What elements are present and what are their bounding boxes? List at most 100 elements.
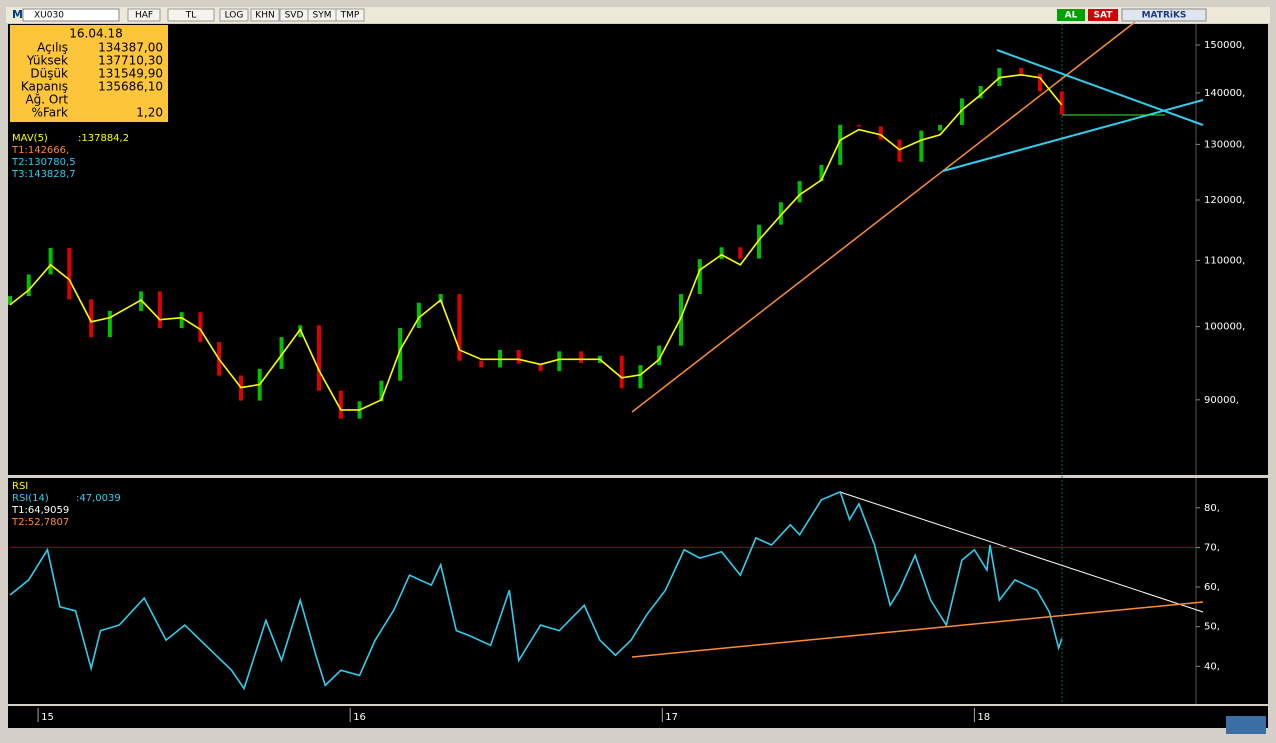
- y-tick-label: 90000,: [1204, 395, 1239, 406]
- sell-label: SAT: [1094, 11, 1114, 21]
- info-value: 1,20: [136, 106, 163, 120]
- legend-annotation: T3:143828,7: [11, 169, 76, 180]
- trend-line: [839, 491, 1204, 613]
- candle: [179, 312, 184, 329]
- x-tick-label: 15: [41, 712, 54, 723]
- toolbar-button-label: HAF: [135, 11, 153, 21]
- toolbar-button-label: KHN: [255, 11, 274, 21]
- y-tick-label: 80,: [1204, 503, 1220, 514]
- candle: [557, 351, 562, 372]
- toolbar-button-label: TL: [185, 11, 197, 21]
- y-tick-label: 150000,: [1204, 40, 1245, 51]
- candle: [89, 299, 94, 338]
- series-line: [9, 490, 1063, 691]
- y-tick-label: 70,: [1204, 542, 1220, 553]
- toolbar-button-label: SYM: [313, 11, 332, 21]
- toolbar-button[interactable]: [127, 8, 161, 22]
- legend-annotation: T2:130780,5: [11, 157, 76, 168]
- toolbar-button[interactable]: [167, 8, 215, 22]
- legend-annotation: T1:64,9059: [11, 505, 69, 516]
- time-axis: [8, 706, 1268, 728]
- info-label: Ağ. Ort: [25, 93, 68, 107]
- legend-name: RSI(14): [12, 493, 49, 504]
- sell-button[interactable]: [1088, 9, 1118, 21]
- x-tick-label: 16: [353, 712, 366, 723]
- info-box: [10, 25, 168, 122]
- info-value: 135686,10: [98, 80, 163, 94]
- brand: MATRiKS: [1142, 11, 1187, 21]
- info-label: Düşük: [30, 67, 68, 81]
- candle: [719, 247, 724, 260]
- candle: [1019, 68, 1024, 74]
- x-tick-label: 17: [665, 712, 678, 723]
- info-value: 131549,90: [98, 67, 163, 81]
- candle: [657, 345, 662, 366]
- info-label: Kapanış: [21, 80, 68, 94]
- buy-button[interactable]: [1057, 9, 1085, 21]
- candle: [157, 291, 162, 329]
- trend-line: [631, 21, 1136, 413]
- trend-line: [996, 49, 1204, 126]
- x-tick-label: 18: [977, 712, 990, 723]
- candle: [67, 247, 72, 300]
- candle: [897, 139, 902, 162]
- legend-value: :137884,2: [78, 133, 129, 144]
- logo: M: [12, 8, 23, 21]
- rsi-panel: [8, 478, 1268, 704]
- candle: [619, 355, 624, 389]
- candle: [738, 247, 743, 259]
- scroll-button[interactable]: [1226, 716, 1266, 734]
- candle: [8, 296, 12, 305]
- y-tick-label: 40,: [1204, 661, 1220, 672]
- toolbar-button[interactable]: [335, 8, 365, 22]
- candle: [757, 224, 762, 259]
- y-tick-label: 100000,: [1204, 322, 1245, 333]
- y-tick-label: 130000,: [1204, 139, 1245, 150]
- candle: [919, 130, 924, 162]
- info-value: 134387,00: [98, 41, 163, 55]
- legend-annotation: T1:142666,: [11, 145, 69, 156]
- candle: [978, 85, 983, 99]
- candle: [379, 380, 384, 402]
- trend-line: [631, 601, 1204, 658]
- candle: [48, 247, 53, 275]
- candle: [856, 124, 861, 127]
- y-tick-label: 50,: [1204, 622, 1220, 633]
- toolbar-button[interactable]: [219, 8, 249, 22]
- candle: [479, 360, 484, 368]
- series-line: [9, 73, 1063, 411]
- y-tick-label: 110000,: [1204, 255, 1245, 266]
- panel-title: RSI: [12, 481, 28, 492]
- legend-annotation: T2:52,7807: [11, 517, 69, 528]
- candle: [819, 164, 824, 182]
- candle: [878, 126, 883, 140]
- toolbar-button-label: TMP: [340, 11, 360, 21]
- legend-value: :47,0039: [76, 493, 121, 504]
- candle: [638, 365, 643, 389]
- info-label: Yüksek: [26, 54, 68, 68]
- candle: [838, 124, 843, 165]
- toolbar-button-label: SVD: [285, 11, 304, 21]
- candle: [1059, 91, 1064, 115]
- toolbar-button[interactable]: [250, 8, 280, 22]
- symbol-box[interactable]: [22, 8, 120, 22]
- legend-name: MAV(5): [12, 133, 48, 144]
- candle: [579, 351, 584, 363]
- candle: [1037, 73, 1042, 92]
- info-label: %Fark: [32, 106, 68, 120]
- buy-label: AL: [1065, 11, 1078, 21]
- candle: [438, 294, 443, 303]
- candle: [316, 325, 321, 391]
- candle: [778, 202, 783, 225]
- candle: [938, 124, 943, 131]
- candle: [398, 328, 403, 381]
- y-tick-label: 60,: [1204, 582, 1220, 593]
- candle: [198, 312, 203, 343]
- candle: [279, 337, 284, 369]
- y-tick-label: 120000,: [1204, 195, 1245, 206]
- candle: [26, 274, 31, 297]
- symbol: XU030: [34, 11, 64, 21]
- info-date: 16.04.18: [69, 27, 122, 41]
- brand-box: [1121, 8, 1207, 22]
